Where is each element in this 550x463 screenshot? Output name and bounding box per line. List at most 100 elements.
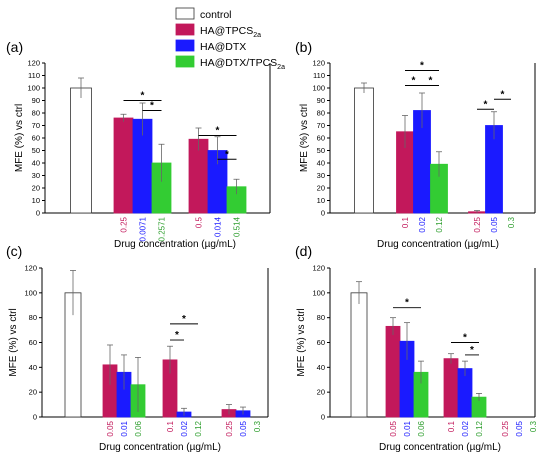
y-tick-label: 80 (317, 109, 325, 118)
category-label: 0.514 (233, 216, 242, 237)
y-tick-label: 40 (29, 363, 37, 372)
y-axis-title: MFE (%) vs ctrl (299, 104, 310, 172)
bar-tpcs (385, 325, 401, 418)
category-label: 0.02 (180, 420, 189, 436)
y-tick-label: 60 (32, 134, 40, 143)
significance-star: * (484, 99, 488, 110)
legend-swatch (175, 39, 195, 52)
bar-tpcs (443, 358, 459, 418)
y-tick-label: 0 (33, 413, 37, 422)
y-tick-label: 100 (312, 288, 325, 297)
y-tick-label: 70 (317, 121, 325, 130)
category-label: 0.3 (253, 420, 262, 432)
significance-star: * (470, 345, 474, 356)
significance-star: * (405, 298, 409, 309)
category-label: 0.01 (120, 420, 129, 436)
panel-label: (a) (6, 39, 23, 55)
legend-swatch (175, 23, 195, 36)
y-tick-label: 0 (321, 209, 325, 218)
y-tick-label: 40 (32, 159, 40, 168)
y-tick-label: 60 (317, 134, 325, 143)
category-label: 0.3 (529, 420, 538, 432)
category-label: 0.01 (403, 420, 412, 436)
x-axis-title: Drug concentration (µg/mL) (99, 442, 221, 453)
y-tick-label: 50 (317, 146, 325, 155)
y-tick-label: 100 (312, 84, 325, 93)
significance-star: * (150, 101, 154, 112)
panel-b-chart: (b) 0 10 20 30 40 50 60 70 80 90 100 110 120 MFE (%) v… (295, 39, 536, 250)
panel-label: (c) (6, 243, 22, 259)
panel-label: (b) (295, 39, 312, 55)
y-tick-label: 120 (312, 264, 325, 273)
y-tick-label: 20 (317, 184, 325, 193)
bar-control (70, 87, 92, 214)
category-label: 0.12 (435, 216, 444, 232)
significance-star: * (225, 149, 229, 160)
legend-label: HA@TPCS2a (200, 25, 261, 39)
category-label: 0.1 (401, 216, 410, 228)
category-label: 0.25 (120, 216, 129, 232)
legend-label: HA@DTX (200, 41, 246, 53)
y-tick-label: 80 (317, 313, 325, 322)
significance-star: * (141, 91, 145, 102)
panel-label: (d) (295, 243, 312, 259)
y-tick-label: 60 (29, 338, 37, 347)
y-tick-label: 20 (317, 388, 325, 397)
y-tick-label: 110 (313, 71, 325, 80)
x-axis-title: Drug concentration (µg/mL) (379, 442, 501, 453)
y-tick-label: 110 (28, 71, 40, 80)
category-label: 0.25 (501, 420, 510, 436)
panel-a-chart: (a) 0 10 20 30 40 50 60 70 80 90 100 110 120 MFE (%) v… (6, 39, 271, 250)
category-label: 0.25 (473, 216, 482, 232)
category-label: 0.05 (490, 216, 499, 232)
y-tick-label: 90 (317, 96, 325, 105)
category-label: 0.05 (389, 420, 398, 436)
legend-subscript: 2a (253, 32, 261, 39)
y-tick-label: 20 (32, 184, 40, 193)
category-label: 0.12 (194, 420, 203, 436)
bar-control (350, 292, 368, 418)
y-tick-label: 30 (317, 171, 325, 180)
y-tick-label: 40 (317, 159, 325, 168)
y-tick-label: 80 (32, 109, 40, 118)
legend-swatch (175, 55, 195, 68)
y-tick-label: 100 (27, 84, 40, 93)
y-tick-label: 120 (312, 59, 325, 68)
y-axis-title: MFE (%) vs ctrl (14, 104, 25, 172)
significance-star: * (420, 61, 424, 72)
significance-star: * (463, 333, 467, 344)
y-tick-label: 80 (29, 313, 37, 322)
y-tick-label: 30 (32, 171, 40, 180)
category-label: 0.06 (417, 420, 426, 436)
category-label: 0.014 (214, 216, 223, 237)
y-tick-label: 90 (32, 96, 40, 105)
legend-label: control (200, 9, 232, 21)
y-tick-label: 0 (321, 413, 325, 422)
y-tick-label: 70 (32, 121, 40, 130)
category-label: 0.2571 (158, 216, 167, 241)
y-tick-label: 0 (36, 209, 40, 218)
category-label: 0.05 (106, 420, 115, 436)
legend: control HA@TPCS2a HA@DTX HA@DTX/TPCS2a (175, 7, 285, 71)
panel-d-chart: (d) 0 20 40 60 80 100 120 MFE (%) vs ctrl Drug co… (295, 243, 538, 453)
y-tick-label: 120 (27, 59, 40, 68)
category-label: 0.12 (475, 420, 484, 436)
y-axis-title: MFE (%) vs ctrl (296, 308, 307, 376)
legend-subscript: 2a (277, 64, 285, 71)
legend-label: HA@DTX/TPCS2a (200, 57, 285, 71)
category-label: 0.25 (225, 420, 234, 436)
x-axis-title: Drug concentration (µg/mL) (377, 239, 499, 250)
y-tick-label: 50 (32, 146, 40, 155)
category-label: 0.5 (195, 216, 204, 228)
legend-swatch (175, 7, 195, 20)
category-label: 0.1 (166, 420, 175, 432)
significance-star: * (175, 330, 179, 341)
category-label: 0.05 (515, 420, 524, 436)
significance-star: * (216, 126, 220, 137)
significance-star: * (501, 89, 505, 100)
category-label: 0.3 (507, 216, 516, 228)
significance-star: * (412, 76, 416, 87)
significance-star: * (182, 314, 186, 325)
bar-tpcs (113, 117, 134, 214)
y-tick-label: 20 (29, 388, 37, 397)
